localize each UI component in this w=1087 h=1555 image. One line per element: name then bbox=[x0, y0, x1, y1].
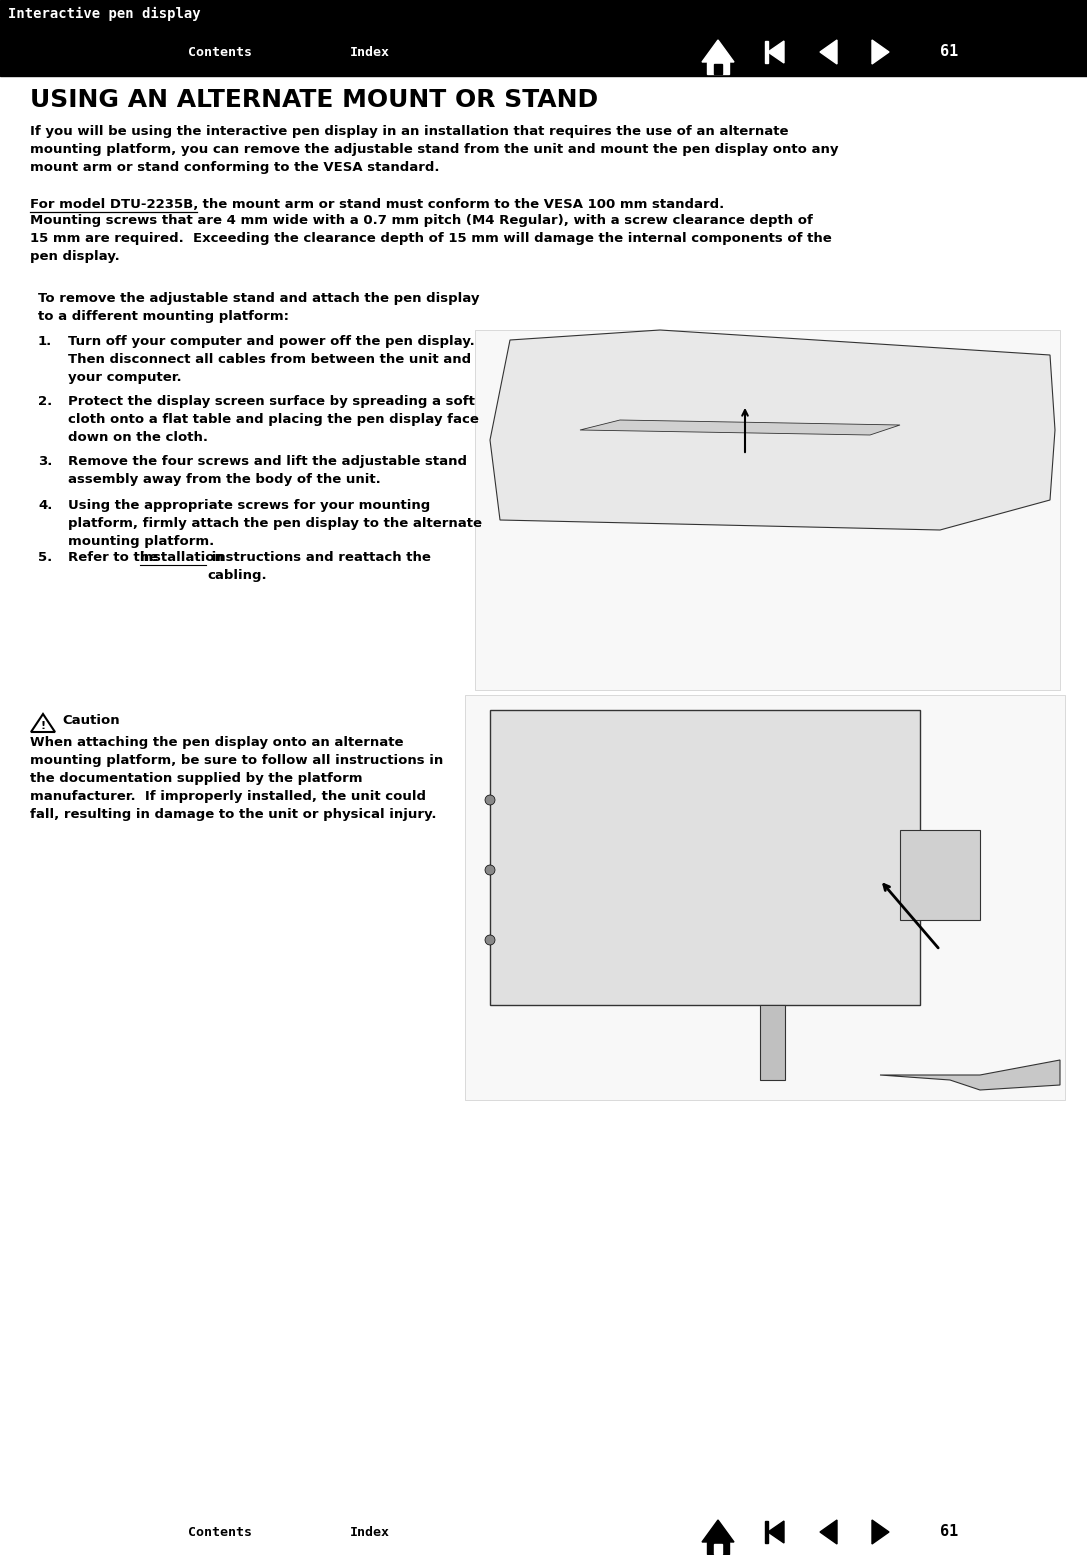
Text: Remove the four screws and lift the adjustable stand
assembly away from the body: Remove the four screws and lift the adju… bbox=[68, 456, 467, 487]
Text: installation: installation bbox=[140, 550, 225, 564]
Text: 61: 61 bbox=[940, 45, 959, 59]
Circle shape bbox=[485, 865, 495, 875]
Text: Index: Index bbox=[350, 45, 390, 59]
Text: For model DTU-2235B,: For model DTU-2235B, bbox=[30, 197, 198, 211]
Polygon shape bbox=[714, 64, 722, 75]
Text: Caution: Caution bbox=[62, 714, 120, 728]
Polygon shape bbox=[900, 830, 980, 921]
Polygon shape bbox=[760, 1005, 785, 1081]
Polygon shape bbox=[714, 1544, 722, 1553]
Text: 3.: 3. bbox=[38, 456, 52, 468]
Polygon shape bbox=[880, 1061, 1060, 1090]
Text: the mount arm or stand must conform to the VESA 100 mm standard.: the mount arm or stand must conform to t… bbox=[198, 197, 724, 211]
Text: Protect the display screen surface by spreading a soft
cloth onto a flat table a: Protect the display screen surface by sp… bbox=[68, 395, 479, 445]
Polygon shape bbox=[707, 62, 729, 75]
Text: Index: Index bbox=[350, 1525, 390, 1538]
Polygon shape bbox=[707, 1543, 729, 1553]
Polygon shape bbox=[32, 714, 55, 732]
Polygon shape bbox=[769, 40, 784, 64]
Text: Refer to the: Refer to the bbox=[68, 550, 163, 564]
Polygon shape bbox=[765, 40, 769, 64]
Text: Using the appropriate screws for your mounting
platform, firmly attach the pen d: Using the appropriate screws for your mo… bbox=[68, 499, 482, 547]
Text: Turn off your computer and power off the pen display.
Then disconnect all cables: Turn off your computer and power off the… bbox=[68, 334, 475, 384]
Polygon shape bbox=[872, 1519, 889, 1544]
Text: Interactive pen display: Interactive pen display bbox=[8, 6, 201, 22]
Text: Mounting screws that are 4 mm wide with a 0.7 mm pitch (M4 Regular), with a scre: Mounting screws that are 4 mm wide with … bbox=[30, 215, 832, 263]
Polygon shape bbox=[490, 330, 1055, 530]
Polygon shape bbox=[580, 420, 900, 435]
Bar bbox=[0, 28, 1087, 76]
Text: Contents: Contents bbox=[188, 45, 252, 59]
Text: To remove the adjustable stand and attach the pen display
to a different mountin: To remove the adjustable stand and attac… bbox=[38, 292, 479, 323]
Bar bbox=[465, 695, 1065, 1099]
Circle shape bbox=[485, 795, 495, 805]
Bar bbox=[490, 711, 920, 1005]
Polygon shape bbox=[702, 40, 734, 62]
Polygon shape bbox=[769, 1521, 784, 1543]
Text: When attaching the pen display onto an alternate
mounting platform, be sure to f: When attaching the pen display onto an a… bbox=[30, 736, 443, 821]
Text: USING AN ALTERNATE MOUNT OR STAND: USING AN ALTERNATE MOUNT OR STAND bbox=[30, 89, 598, 112]
Bar bbox=[475, 330, 1060, 690]
Polygon shape bbox=[702, 1519, 734, 1543]
Text: If you will be using the interactive pen display in an installation that require: If you will be using the interactive pen… bbox=[30, 124, 838, 174]
Polygon shape bbox=[872, 40, 889, 64]
Polygon shape bbox=[820, 1519, 837, 1544]
Text: 1.: 1. bbox=[38, 334, 52, 348]
Circle shape bbox=[485, 935, 495, 945]
Text: instructions and reattach the
cabling.: instructions and reattach the cabling. bbox=[207, 550, 430, 582]
Text: 5.: 5. bbox=[38, 550, 52, 564]
Text: 4.: 4. bbox=[38, 499, 52, 512]
Polygon shape bbox=[820, 40, 837, 64]
Text: 2.: 2. bbox=[38, 395, 52, 407]
Text: Contents: Contents bbox=[188, 1525, 252, 1538]
Text: !: ! bbox=[40, 722, 46, 731]
Polygon shape bbox=[765, 1521, 769, 1543]
Text: 61: 61 bbox=[940, 1524, 959, 1539]
Bar bbox=[0, 0, 1087, 28]
